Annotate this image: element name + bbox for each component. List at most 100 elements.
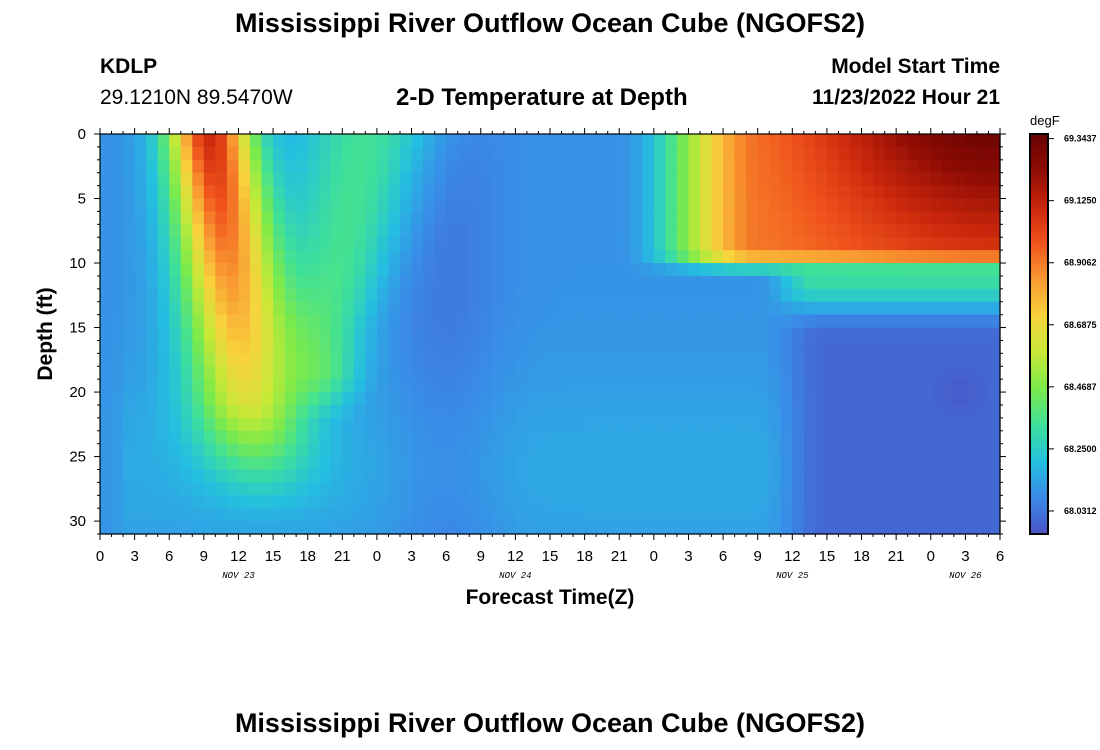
heat-cell [503,159,516,174]
heat-cell [423,211,436,225]
heat-cell [919,495,932,509]
heat-cell [746,430,759,445]
heat-cell [307,392,320,406]
heat-cell [734,366,747,380]
heat-cell [942,508,955,522]
heat-cell [919,521,932,535]
heat-cell [100,340,113,354]
heat-cell [400,430,413,445]
heat-cell [815,469,828,483]
heat-cell [273,456,286,471]
day-labels: NOV 23 NOV 24 NOV 25 NOV 26 [222,571,982,581]
heat-cell [307,379,320,393]
heat-cell [942,134,955,148]
heat-cell [734,404,747,419]
heat-cell [411,340,424,354]
heat-cell [411,224,424,238]
heat-cell [203,417,216,432]
heat-cell [319,430,332,445]
heat-cell [261,482,274,496]
heat-cell [423,417,436,432]
heat-cell [526,198,540,213]
heat-cell [723,327,736,342]
heat-cell [769,159,782,174]
heat-cell [100,224,113,238]
heat-cell [146,327,159,342]
heat-cell [538,469,551,483]
heat-cell [503,417,516,432]
heat-cell [711,263,724,277]
heat-cell [884,301,897,316]
heat-cell [446,392,459,406]
heat-cell [619,198,632,213]
heat-cell [907,417,920,432]
heat-cell [561,237,574,251]
heat-cell [723,443,736,458]
colorbar-units: degF [1030,113,1060,128]
colorbar-tick-label: 68.6875 [1064,320,1097,330]
heat-cell [192,275,205,290]
heat-cell [215,366,228,380]
heat-cell [665,443,678,458]
heat-cell [630,482,643,496]
heat-cell [469,482,482,496]
heat-cell [896,353,909,367]
heat-cell [850,404,863,419]
page-title-repeat: Mississippi River Outflow Ocean Cube (NG… [234,708,866,738]
heat-cell [319,146,332,161]
heat-cell [630,404,643,419]
heat-cell [376,456,390,471]
heat-cell [503,456,516,471]
heat-cell [123,172,136,187]
heat-cell [100,198,113,213]
heat-cell [111,443,124,458]
heat-cell [226,417,240,432]
heat-cell [273,172,286,187]
heat-cell [803,275,816,290]
heat-cell [169,301,182,316]
heat-cell [826,469,840,483]
heat-cell [238,314,251,329]
heat-cell [146,159,159,174]
heat-cell [400,327,413,342]
heat-cell [100,146,113,161]
heat-cell [919,250,932,264]
heat-cell [619,469,632,483]
heat-cell [688,237,701,251]
heat-cell [711,508,724,522]
heat-cell [180,250,193,264]
heat-cell [411,456,424,471]
heat-cell [919,198,932,213]
heat-cell [953,469,966,483]
heat-cell [100,443,113,458]
heat-cell [215,146,228,161]
heat-cell [976,327,990,342]
heat-cell [515,469,528,483]
heat-cell [873,482,886,496]
heat-cell [480,250,493,264]
heat-cell [792,443,805,458]
heat-cell [619,417,632,432]
heat-cell [284,263,297,277]
heat-cell [850,482,863,496]
heat-cell [457,275,470,290]
heat-cell [988,172,1001,187]
heat-cell [157,250,170,264]
heat-cell [953,250,966,264]
heat-cell [469,404,482,419]
heat-cell [965,224,978,238]
heat-cell [169,482,182,496]
x-tick-label: 12 [230,548,247,565]
heat-cell [780,327,793,342]
heat-cell [861,211,874,225]
heat-cell [953,275,966,290]
heat-cell [457,379,470,393]
heat-cell [388,250,401,264]
heat-cell [203,185,216,200]
heat-cell [492,250,505,264]
x-tick-label: 21 [334,548,351,565]
heat-cell [642,224,655,238]
heat-cell [434,263,447,277]
heat-cell [826,340,840,354]
heat-cell [734,237,747,251]
